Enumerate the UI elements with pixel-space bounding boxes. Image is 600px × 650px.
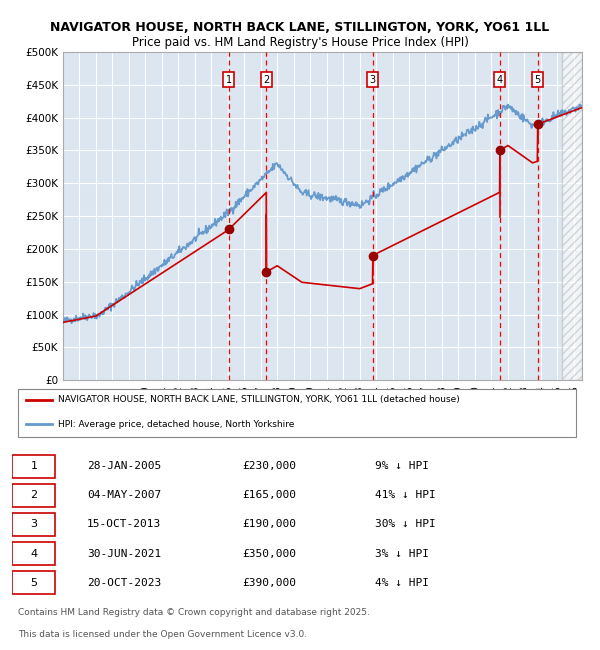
Text: 5: 5 bbox=[31, 578, 37, 588]
Text: NAVIGATOR HOUSE, NORTH BACK LANE, STILLINGTON, YORK, YO61 1LL: NAVIGATOR HOUSE, NORTH BACK LANE, STILLI… bbox=[50, 21, 550, 34]
Text: 1: 1 bbox=[31, 462, 37, 471]
Polygon shape bbox=[562, 52, 582, 380]
Text: Contains HM Land Registry data © Crown copyright and database right 2025.: Contains HM Land Registry data © Crown c… bbox=[18, 608, 370, 617]
Text: 2: 2 bbox=[31, 491, 37, 500]
Text: £165,000: £165,000 bbox=[242, 491, 296, 500]
Text: 5: 5 bbox=[535, 75, 541, 84]
Text: 4% ↓ HPI: 4% ↓ HPI bbox=[375, 578, 429, 588]
Text: 30% ↓ HPI: 30% ↓ HPI bbox=[375, 519, 436, 530]
FancyBboxPatch shape bbox=[12, 571, 55, 594]
FancyBboxPatch shape bbox=[18, 389, 577, 437]
Text: 3: 3 bbox=[31, 519, 37, 530]
FancyBboxPatch shape bbox=[12, 455, 55, 478]
Text: 28-JAN-2005: 28-JAN-2005 bbox=[87, 462, 161, 471]
FancyBboxPatch shape bbox=[12, 542, 55, 565]
Text: 3: 3 bbox=[370, 75, 376, 84]
Text: This data is licensed under the Open Government Licence v3.0.: This data is licensed under the Open Gov… bbox=[18, 630, 307, 639]
Text: HPI: Average price, detached house, North Yorkshire: HPI: Average price, detached house, Nort… bbox=[58, 420, 295, 429]
Text: £390,000: £390,000 bbox=[242, 578, 296, 588]
Text: 41% ↓ HPI: 41% ↓ HPI bbox=[375, 491, 436, 500]
Text: 1: 1 bbox=[226, 75, 232, 84]
Text: 20-OCT-2023: 20-OCT-2023 bbox=[87, 578, 161, 588]
Text: 30-JUN-2021: 30-JUN-2021 bbox=[87, 549, 161, 558]
Text: 04-MAY-2007: 04-MAY-2007 bbox=[87, 491, 161, 500]
Text: £230,000: £230,000 bbox=[242, 462, 296, 471]
Text: £190,000: £190,000 bbox=[242, 519, 296, 530]
Text: 15-OCT-2013: 15-OCT-2013 bbox=[87, 519, 161, 530]
Text: 4: 4 bbox=[497, 75, 503, 84]
Text: NAVIGATOR HOUSE, NORTH BACK LANE, STILLINGTON, YORK, YO61 1LL (detached house): NAVIGATOR HOUSE, NORTH BACK LANE, STILLI… bbox=[58, 395, 460, 404]
Text: £350,000: £350,000 bbox=[242, 549, 296, 558]
Text: 9% ↓ HPI: 9% ↓ HPI bbox=[375, 462, 429, 471]
Text: Price paid vs. HM Land Registry's House Price Index (HPI): Price paid vs. HM Land Registry's House … bbox=[131, 36, 469, 49]
Text: 2: 2 bbox=[263, 75, 269, 84]
Text: 4: 4 bbox=[31, 549, 37, 558]
FancyBboxPatch shape bbox=[12, 484, 55, 507]
FancyBboxPatch shape bbox=[12, 513, 55, 536]
Text: 3% ↓ HPI: 3% ↓ HPI bbox=[375, 549, 429, 558]
